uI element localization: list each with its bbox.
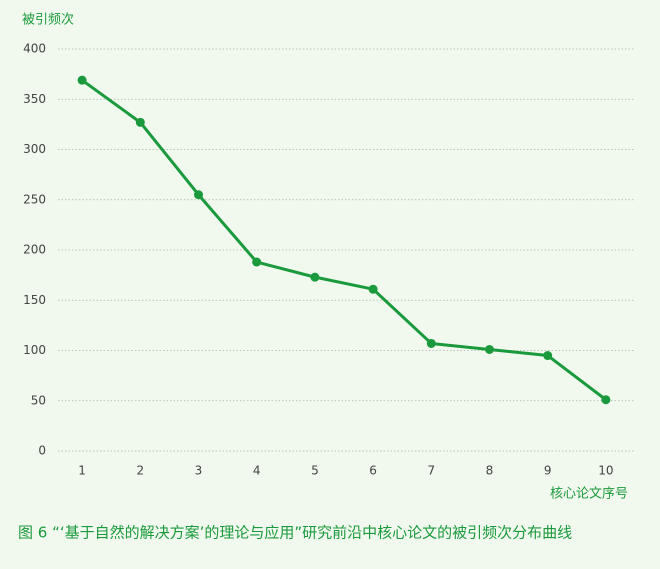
- y-tick-label: 300: [23, 142, 46, 156]
- x-axis-label: 核心论文序号: [550, 487, 628, 502]
- y-tick-label: 100: [23, 343, 46, 357]
- x-tick-label: 1: [78, 464, 86, 478]
- data-line: [81, 78, 607, 401]
- y-axis-label: 被引频次: [22, 12, 74, 28]
- x-tick-label: 6: [369, 464, 377, 478]
- data-point: [77, 75, 87, 85]
- data-point: [368, 284, 378, 294]
- x-tick-label: 8: [486, 464, 494, 478]
- y-tick-label: 0: [38, 444, 46, 458]
- y-tick-label: 400: [23, 42, 46, 56]
- data-point: [601, 395, 611, 405]
- x-tick-label: 4: [253, 464, 261, 478]
- x-tick-label: 5: [311, 464, 319, 478]
- y-tick-label: 250: [23, 192, 46, 206]
- y-tick-label: 200: [23, 243, 46, 257]
- x-tick-label: 3: [195, 464, 203, 478]
- x-tick-label: 9: [544, 464, 552, 478]
- x-tick-label: 7: [427, 464, 435, 478]
- caption: 图 6 “‘基于自然的解决方案’的理论与应用”研究前沿中核心论文的被引频次分布曲…: [18, 524, 572, 542]
- y-tick-label: 50: [31, 393, 46, 407]
- y-tick-label: 350: [23, 92, 46, 106]
- data-point: [485, 344, 494, 354]
- data-point: [310, 272, 320, 282]
- data-point: [194, 190, 203, 200]
- data-point: [543, 351, 553, 361]
- data-point: [252, 257, 262, 267]
- y-tick-label: 150: [23, 293, 46, 307]
- x-tick-label: 2: [136, 464, 144, 478]
- data-point: [426, 338, 436, 348]
- data-point: [135, 117, 145, 127]
- x-tick-label: 10: [598, 464, 613, 478]
